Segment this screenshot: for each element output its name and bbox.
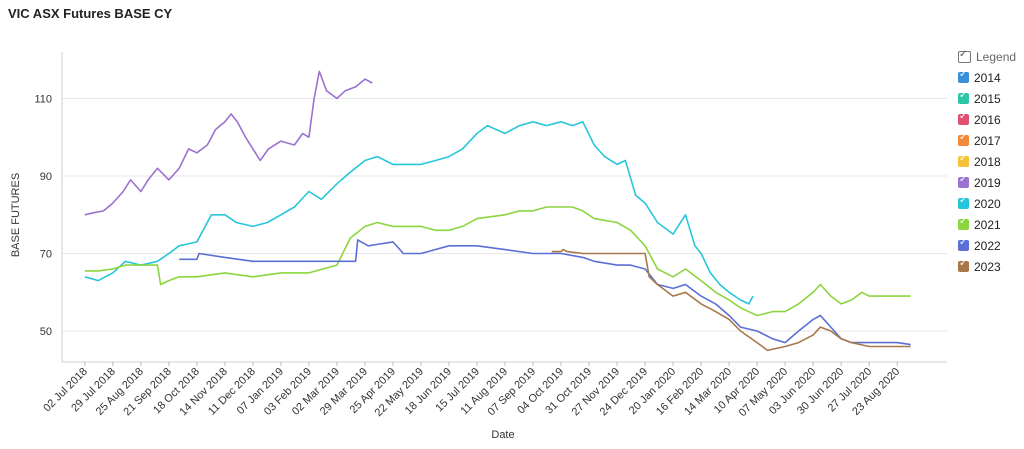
y-tick-label: 110 bbox=[34, 94, 52, 106]
legend-label: 2020 bbox=[974, 196, 1001, 211]
legend-label: 2019 bbox=[974, 175, 1001, 190]
checkbox-icon[interactable] bbox=[958, 174, 969, 188]
series-line-2023 bbox=[551, 248, 911, 352]
legend-item-2021[interactable]: 2021 bbox=[958, 214, 1020, 235]
checkbox-icon[interactable] bbox=[958, 111, 969, 125]
legend-item-2014[interactable]: 2014 bbox=[958, 67, 1020, 88]
checkbox-icon[interactable] bbox=[958, 195, 969, 209]
legend-label: 2021 bbox=[974, 217, 1001, 232]
series-line-2021 bbox=[84, 206, 911, 317]
checkbox-icon[interactable] bbox=[958, 258, 969, 272]
legend-label: 2023 bbox=[974, 259, 1001, 274]
legend-item-2019[interactable]: 2019 bbox=[958, 172, 1020, 193]
legend-label: 2022 bbox=[974, 238, 1001, 253]
legend: Legend 2014 2015 2016 2017 2018 2019 2020 2021 2… bbox=[958, 46, 1020, 277]
y-tick-labels: 50 70 90 110 bbox=[34, 94, 52, 339]
series-line-2019 bbox=[84, 70, 373, 216]
axes bbox=[61, 52, 947, 363]
checkbox-icon[interactable] bbox=[958, 90, 969, 104]
legend-label: 2016 bbox=[974, 112, 1001, 127]
legend-item-2018[interactable]: 2018 bbox=[958, 151, 1020, 172]
legend-item-2016[interactable]: 2016 bbox=[958, 109, 1020, 130]
legend-item-2017[interactable]: 2017 bbox=[958, 130, 1020, 151]
checkbox-icon[interactable] bbox=[958, 132, 969, 146]
legend-item-2020[interactable]: 2020 bbox=[958, 193, 1020, 214]
chart-title: VIC ASX Futures BASE CY bbox=[8, 6, 173, 21]
legend-label: 2018 bbox=[974, 154, 1001, 169]
legend-header[interactable]: Legend bbox=[958, 46, 1020, 67]
y-tick-label: 90 bbox=[40, 171, 52, 183]
legend-item-2023[interactable]: 2023 bbox=[958, 256, 1020, 277]
legend-label: 2014 bbox=[974, 70, 1001, 85]
legend-item-2015[interactable]: 2015 bbox=[958, 88, 1020, 109]
checkbox-icon[interactable] bbox=[958, 237, 969, 251]
series-line-2022 bbox=[179, 239, 911, 346]
checkbox-icon[interactable] bbox=[958, 153, 969, 167]
series-lines bbox=[84, 70, 911, 352]
y-tick-label: 70 bbox=[40, 249, 52, 261]
checkbox-icon[interactable] bbox=[958, 216, 969, 230]
checkbox-icon[interactable] bbox=[958, 69, 969, 83]
legend-label: 2017 bbox=[974, 133, 1001, 148]
series-line-2020 bbox=[84, 121, 754, 305]
legend-item-2022[interactable]: 2022 bbox=[958, 235, 1020, 256]
y-axis-label: BASE FUTURES bbox=[10, 173, 22, 257]
x-axis-label: Date bbox=[491, 429, 514, 441]
legend-label: 2015 bbox=[974, 91, 1001, 106]
y-tick-label: 50 bbox=[40, 326, 52, 338]
legend-title: Legend bbox=[976, 49, 1017, 64]
checkbox-icon[interactable] bbox=[958, 49, 971, 63]
